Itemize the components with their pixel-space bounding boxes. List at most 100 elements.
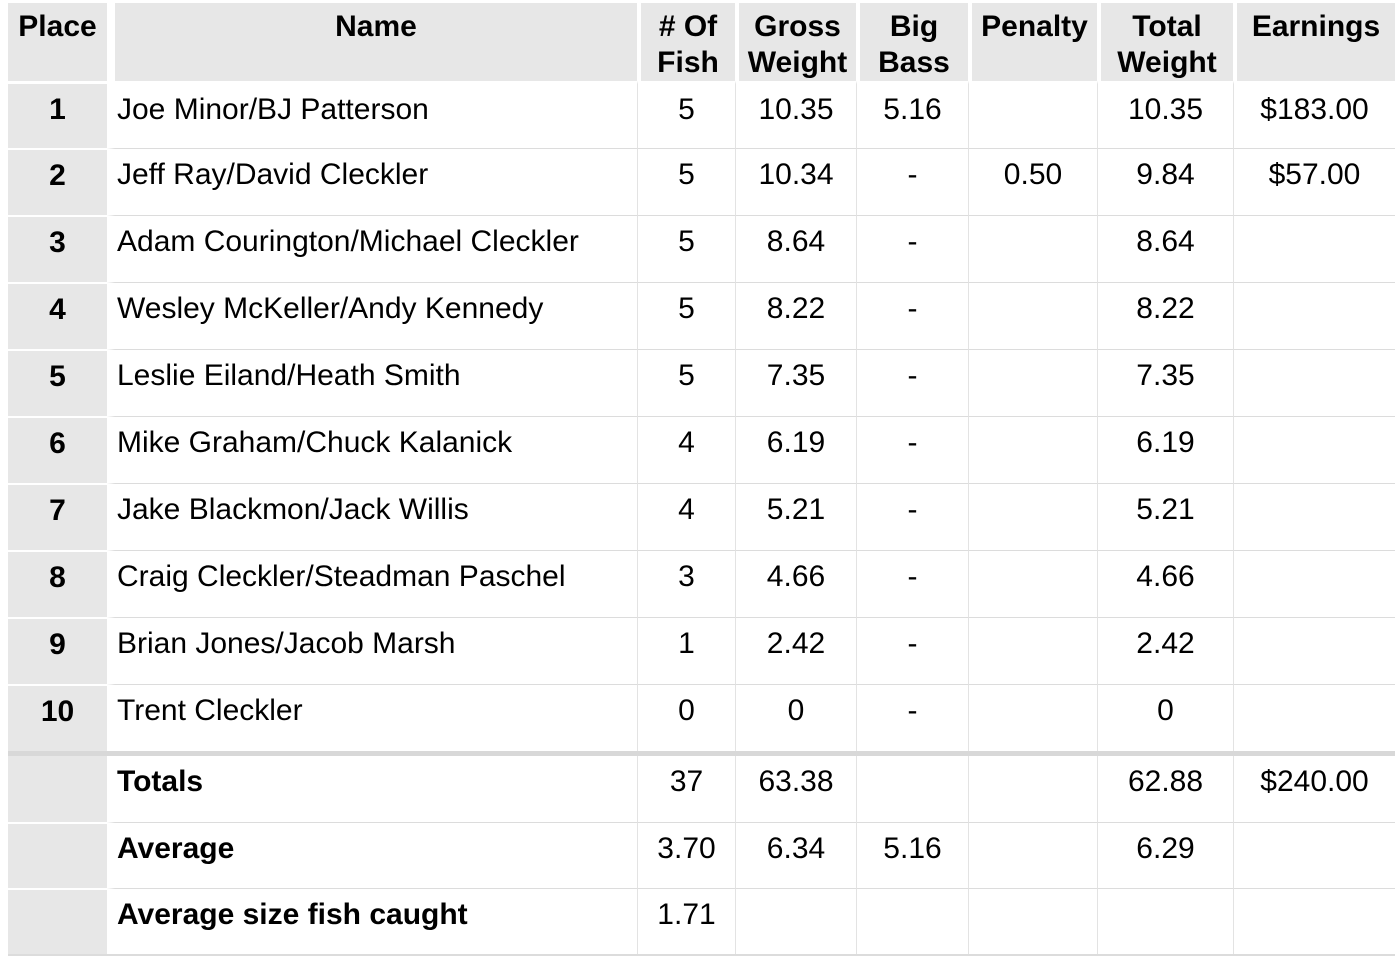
penalty-cell bbox=[968, 550, 1097, 617]
gross-weight-cell: 8.64 bbox=[735, 215, 856, 282]
summary-penalty-cell bbox=[968, 888, 1097, 954]
results-rows: 1 Joe Minor/BJ Patterson 5 10.35 5.16 10… bbox=[8, 81, 1395, 751]
big-bass-cell: - bbox=[856, 282, 968, 349]
team-name-cell: Adam Courington/Michael Cleckler bbox=[107, 215, 637, 282]
earnings-cell: $183.00 bbox=[1233, 81, 1395, 148]
place-cell: 8 bbox=[8, 550, 107, 617]
penalty-cell bbox=[968, 684, 1097, 751]
gross-weight-cell: 6.19 bbox=[735, 416, 856, 483]
big-bass-cell: - bbox=[856, 550, 968, 617]
total-weight-cell: 8.64 bbox=[1097, 215, 1233, 282]
column-header-big-bass: Big Bass bbox=[856, 3, 968, 81]
table-row: 3 Adam Courington/Michael Cleckler 5 8.6… bbox=[8, 215, 1395, 282]
column-header-num-of-fish: # Of Fish bbox=[637, 3, 735, 81]
fish-count-cell: 5 bbox=[637, 148, 735, 215]
fish-count-cell: 5 bbox=[637, 81, 735, 148]
fish-count-cell: 1 bbox=[637, 617, 735, 684]
place-cell-empty bbox=[8, 756, 107, 822]
fish-count-cell: 5 bbox=[637, 349, 735, 416]
gross-weight-cell: 10.34 bbox=[735, 148, 856, 215]
penalty-cell bbox=[968, 81, 1097, 148]
earnings-cell bbox=[1233, 215, 1395, 282]
fish-count-cell: 4 bbox=[637, 483, 735, 550]
total-weight-cell: 8.22 bbox=[1097, 282, 1233, 349]
gross-weight-cell: 2.42 bbox=[735, 617, 856, 684]
team-name-cell: Trent Cleckler bbox=[107, 684, 637, 751]
fish-count-cell: 3 bbox=[637, 550, 735, 617]
earnings-cell bbox=[1233, 684, 1395, 751]
column-header-place: Place bbox=[8, 3, 107, 81]
gross-weight-cell: 8.22 bbox=[735, 282, 856, 349]
table-row: 6 Mike Graham/Chuck Kalanick 4 6.19 - 6.… bbox=[8, 416, 1395, 483]
fish-count-cell: 5 bbox=[637, 215, 735, 282]
summary-total-weight-cell bbox=[1097, 888, 1233, 954]
penalty-cell bbox=[968, 215, 1097, 282]
earnings-cell bbox=[1233, 282, 1395, 349]
big-bass-cell: - bbox=[856, 148, 968, 215]
total-weight-cell: 5.21 bbox=[1097, 483, 1233, 550]
table-row: 1 Joe Minor/BJ Patterson 5 10.35 5.16 10… bbox=[8, 81, 1395, 148]
team-name-cell: Jake Blackmon/Jack Willis bbox=[107, 483, 637, 550]
big-bass-cell: - bbox=[856, 215, 968, 282]
big-bass-cell: - bbox=[856, 684, 968, 751]
summary-total-weight-cell: 62.88 bbox=[1097, 756, 1233, 822]
total-weight-cell: 0 bbox=[1097, 684, 1233, 751]
divider-section bbox=[8, 751, 1395, 756]
gross-weight-cell: 5.21 bbox=[735, 483, 856, 550]
big-bass-cell: - bbox=[856, 349, 968, 416]
summary-label-cell: Average size fish caught bbox=[107, 888, 637, 954]
fish-count-cell: 5 bbox=[637, 282, 735, 349]
table-row: 10 Trent Cleckler 0 0 - 0 bbox=[8, 684, 1395, 751]
team-name-cell: Craig Cleckler/Steadman Paschel bbox=[107, 550, 637, 617]
summary-fish-count-cell: 1.71 bbox=[637, 888, 735, 954]
summary-row: Average 3.70 6.34 5.16 6.29 bbox=[8, 822, 1395, 888]
column-header-total-weight: Total Weight bbox=[1097, 3, 1233, 81]
earnings-cell bbox=[1233, 550, 1395, 617]
place-cell-empty bbox=[8, 822, 107, 888]
place-cell: 4 bbox=[8, 282, 107, 349]
total-weight-cell: 4.66 bbox=[1097, 550, 1233, 617]
divider-row bbox=[8, 751, 1395, 756]
penalty-cell bbox=[968, 416, 1097, 483]
team-name-cell: Wesley McKeller/Andy Kennedy bbox=[107, 282, 637, 349]
summary-earnings-cell: $240.00 bbox=[1233, 756, 1395, 822]
earnings-cell: $57.00 bbox=[1233, 148, 1395, 215]
summary-label-cell: Average bbox=[107, 822, 637, 888]
team-name-cell: Mike Graham/Chuck Kalanick bbox=[107, 416, 637, 483]
place-cell: 6 bbox=[8, 416, 107, 483]
summary-earnings-cell bbox=[1233, 822, 1395, 888]
team-name-cell: Brian Jones/Jacob Marsh bbox=[107, 617, 637, 684]
earnings-cell bbox=[1233, 617, 1395, 684]
total-weight-cell: 10.35 bbox=[1097, 81, 1233, 148]
big-bass-cell: - bbox=[856, 483, 968, 550]
summary-gross-weight-cell: 63.38 bbox=[735, 756, 856, 822]
table-row: 8 Craig Cleckler/Steadman Paschel 3 4.66… bbox=[8, 550, 1395, 617]
big-bass-cell: 5.16 bbox=[856, 81, 968, 148]
big-bass-cell: - bbox=[856, 617, 968, 684]
summary-label-cell: Totals bbox=[107, 756, 637, 822]
penalty-cell bbox=[968, 617, 1097, 684]
column-header-penalty: Penalty bbox=[968, 3, 1097, 81]
summary-gross-weight-cell bbox=[735, 888, 856, 954]
results-table: Place Name # Of Fish Gross Weight Big Ba… bbox=[8, 3, 1395, 954]
table-row: 5 Leslie Eiland/Heath Smith 5 7.35 - 7.3… bbox=[8, 349, 1395, 416]
table-row: 4 Wesley McKeller/Andy Kennedy 5 8.22 - … bbox=[8, 282, 1395, 349]
section-divider bbox=[8, 751, 1395, 756]
table-row: 7 Jake Blackmon/Jack Willis 4 5.21 - 5.2… bbox=[8, 483, 1395, 550]
summary-big-bass-cell: 5.16 bbox=[856, 822, 968, 888]
team-name-cell: Joe Minor/BJ Patterson bbox=[107, 81, 637, 148]
header-row: Place Name # Of Fish Gross Weight Big Ba… bbox=[8, 3, 1395, 81]
summary-rows: Totals 37 63.38 62.88 $240.00 Average 3.… bbox=[8, 756, 1395, 954]
place-cell: 9 bbox=[8, 617, 107, 684]
team-name-cell: Jeff Ray/David Cleckler bbox=[107, 148, 637, 215]
penalty-cell bbox=[968, 349, 1097, 416]
earnings-cell bbox=[1233, 483, 1395, 550]
total-weight-cell: 6.19 bbox=[1097, 416, 1233, 483]
gross-weight-cell: 10.35 bbox=[735, 81, 856, 148]
place-cell: 2 bbox=[8, 148, 107, 215]
penalty-cell: 0.50 bbox=[968, 148, 1097, 215]
total-weight-cell: 7.35 bbox=[1097, 349, 1233, 416]
team-name-cell: Leslie Eiland/Heath Smith bbox=[107, 349, 637, 416]
fish-count-cell: 0 bbox=[637, 684, 735, 751]
